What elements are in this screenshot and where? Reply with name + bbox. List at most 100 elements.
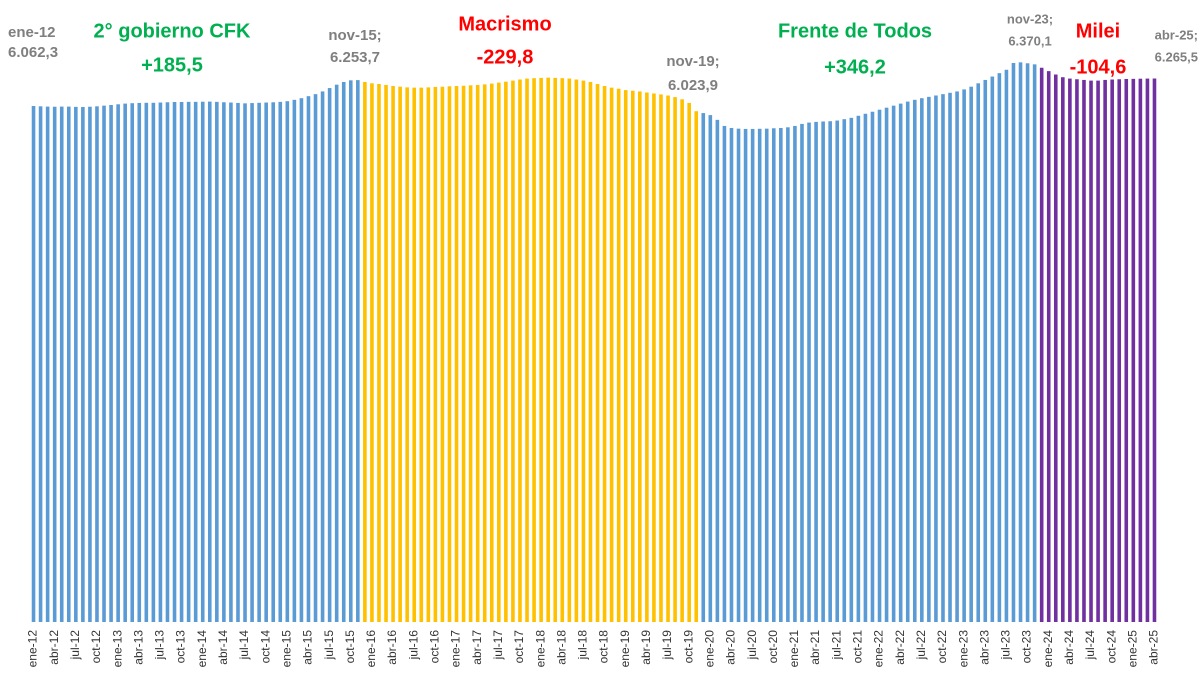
point-value: 6.265,5 <box>1155 49 1198 64</box>
bar <box>856 115 861 622</box>
bar <box>891 105 896 623</box>
bar <box>849 117 854 622</box>
x-tick-label: ene-19 <box>618 630 632 668</box>
bar <box>95 106 99 623</box>
bar <box>59 106 64 623</box>
bar <box>680 99 684 623</box>
bar <box>870 111 875 622</box>
bar <box>334 84 339 623</box>
bar <box>715 119 720 623</box>
bar <box>31 106 36 622</box>
bar <box>793 125 797 623</box>
bar <box>144 102 149 622</box>
bar <box>398 86 402 622</box>
bar <box>828 121 832 623</box>
bar <box>948 92 952 622</box>
x-tick-label: ene-21 <box>787 630 801 668</box>
era-change: -229,8 <box>477 46 534 68</box>
bar <box>151 102 156 622</box>
bar <box>927 96 931 623</box>
bar <box>673 97 677 623</box>
bar <box>546 77 550 623</box>
x-tick-label: jul-16 <box>406 630 420 661</box>
bar <box>574 79 579 623</box>
bar <box>539 77 543 622</box>
x-tick-label: abr-12 <box>47 630 61 665</box>
bar <box>736 128 741 622</box>
x-tick-label: oct-12 <box>89 630 103 664</box>
bar <box>504 81 508 622</box>
x-tick-label: abr-14 <box>216 630 230 665</box>
bar <box>257 102 261 622</box>
x-tick-label: oct-22 <box>935 630 949 664</box>
bar <box>588 81 593 623</box>
bar <box>1053 74 1058 622</box>
bar <box>236 102 240 623</box>
bar <box>729 127 734 622</box>
bar <box>243 103 247 622</box>
bar <box>215 101 219 622</box>
bar <box>497 82 501 622</box>
x-tick-label: ene-25 <box>1125 630 1139 668</box>
point-name: nov-19; <box>666 53 719 70</box>
bar <box>130 103 135 623</box>
x-tick-label: jul-23 <box>999 630 1013 661</box>
x-tick-label: abr-15 <box>301 630 315 665</box>
bar <box>1061 77 1065 622</box>
x-tick-label: abr-25 <box>1147 630 1161 665</box>
bar <box>306 96 311 622</box>
x-tick-label: oct-21 <box>851 630 865 664</box>
bar <box>553 77 558 622</box>
point-value: 6.062,3 <box>8 44 58 61</box>
bar <box>81 106 85 622</box>
bar <box>757 128 762 623</box>
bar <box>764 128 769 622</box>
x-tick-label: ene-15 <box>279 630 293 668</box>
bar <box>616 88 621 622</box>
x-tick-label: oct-15 <box>343 630 357 664</box>
bar <box>532 78 536 622</box>
x-tick-label: ene-14 <box>195 630 209 668</box>
bar <box>645 92 649 622</box>
bar <box>123 103 127 622</box>
bar <box>285 101 290 622</box>
bar <box>779 127 783 622</box>
bar <box>52 106 57 622</box>
bar <box>38 106 43 623</box>
bar <box>341 81 346 623</box>
x-tick-label: ene-13 <box>110 630 124 668</box>
x-tick-label: oct-17 <box>512 630 526 664</box>
bar <box>877 109 882 622</box>
bar <box>1110 79 1114 623</box>
x-tick-label: oct-20 <box>766 630 780 664</box>
bar <box>348 80 353 622</box>
bar <box>623 90 628 622</box>
x-tick-label: oct-14 <box>258 630 272 664</box>
x-tick-label: ene-16 <box>364 630 378 668</box>
x-tick-label: jul-15 <box>322 630 336 661</box>
bar <box>1131 78 1136 623</box>
bar <box>898 103 903 622</box>
bar <box>454 86 459 622</box>
bar <box>356 80 360 622</box>
bar <box>222 102 226 622</box>
bar <box>990 76 995 622</box>
bar <box>1152 78 1157 623</box>
bar <box>1096 80 1100 622</box>
point-name: nov-23; <box>1007 11 1053 26</box>
x-tick-label: jul-12 <box>68 630 82 661</box>
bar <box>250 103 254 622</box>
x-tick-label: jul-20 <box>745 630 759 661</box>
x-tick-label: oct-19 <box>681 630 695 664</box>
bar <box>299 98 304 622</box>
bar <box>313 94 318 623</box>
x-tick-label: ene-18 <box>533 630 547 668</box>
bar <box>66 106 71 623</box>
bar <box>652 93 656 623</box>
point-value: 6.370,1 <box>1008 33 1051 48</box>
bar <box>821 121 825 622</box>
bar <box>842 119 847 622</box>
x-tick-label: jul-14 <box>237 630 251 661</box>
x-tick-label: abr-21 <box>808 630 822 665</box>
bar <box>1089 80 1093 622</box>
